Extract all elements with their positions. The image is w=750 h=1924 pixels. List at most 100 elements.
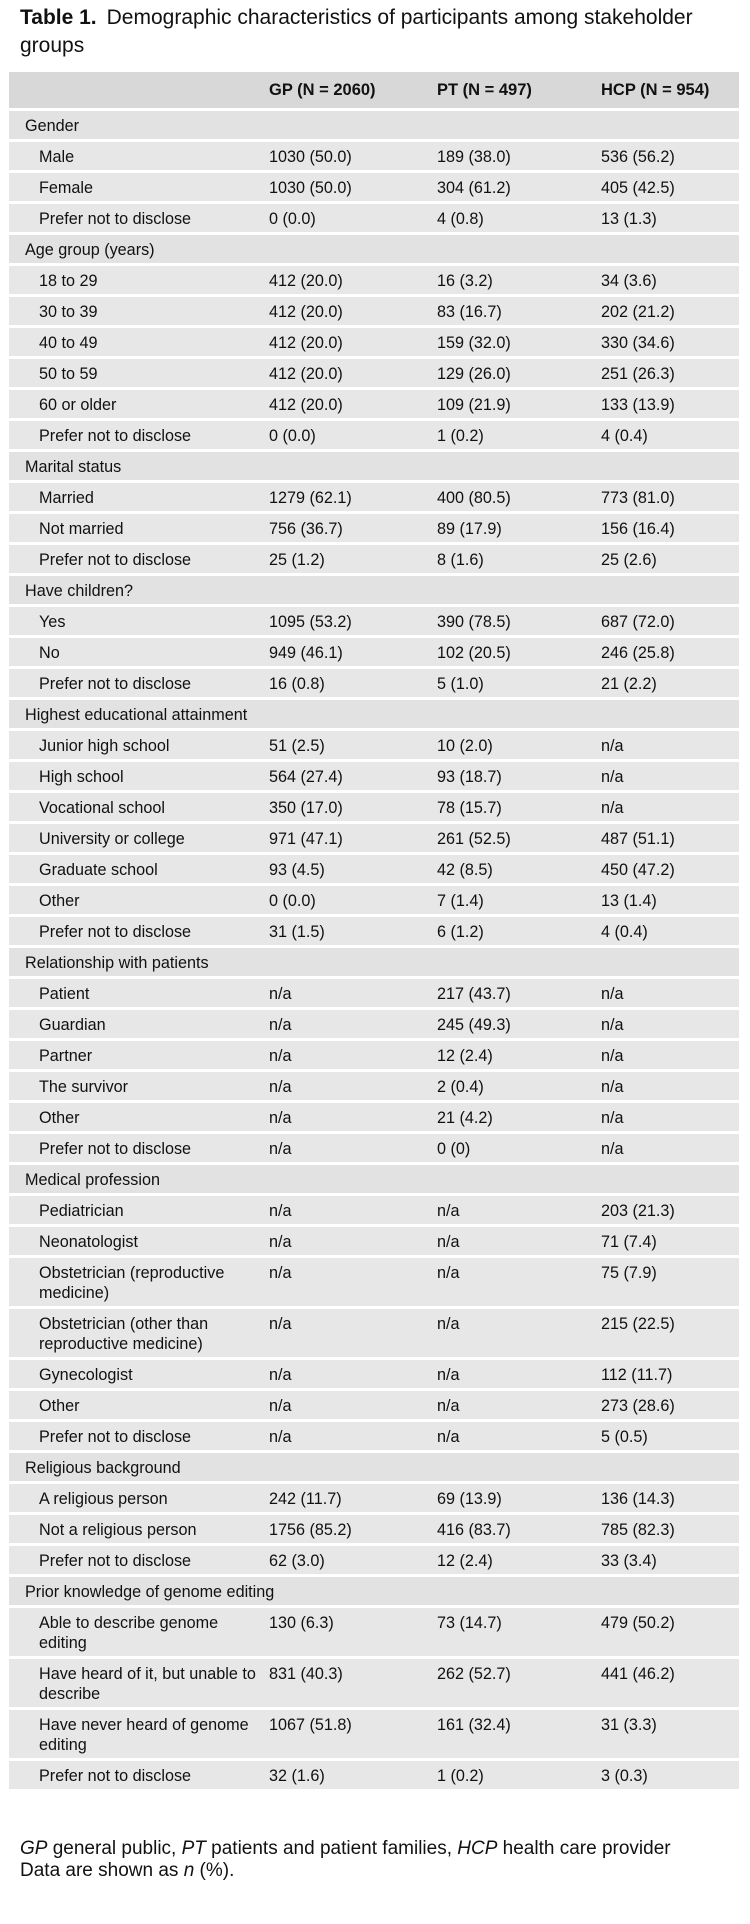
cell-hcp: 33 (3.4): [601, 1543, 739, 1576]
cell-gp: 62 (3.0): [261, 1543, 437, 1576]
cell-pt: 10 (2.0): [437, 728, 601, 761]
row-label: Other: [9, 1100, 261, 1133]
cell-hcp: n/a: [601, 790, 739, 823]
data-format-note: Data are shown as n (%).: [20, 1860, 736, 1882]
cell-pt: 2 (0.4): [437, 1069, 601, 1102]
row-label: Prefer not to disclose: [9, 1758, 261, 1789]
cell-pt: 7 (1.4): [437, 883, 601, 916]
row-label: High school: [9, 759, 261, 792]
cell-gp: 0 (0.0): [261, 418, 437, 451]
cell-pt: 102 (20.5): [437, 635, 601, 668]
row-label: 40 to 49: [9, 325, 261, 358]
cell-pt: 304 (61.2): [437, 170, 601, 203]
table-row: No 949 (46.1) 102 (20.5) 246 (25.8): [9, 635, 739, 668]
cell-gp: 412 (20.0): [261, 387, 437, 420]
cell-gp: 412 (20.0): [261, 263, 437, 296]
cell-pt: n/a: [437, 1419, 601, 1452]
row-label: Able to describe genome editing: [9, 1605, 261, 1658]
row-label: Partner: [9, 1038, 261, 1071]
cell-hcp: 13 (1.3): [601, 201, 739, 234]
table-row: Prefer not to disclose 62 (3.0) 12 (2.4) 33…: [9, 1543, 739, 1576]
section-title: Prior knowledge of genome editing: [9, 1574, 739, 1607]
table-row: Other n/a 21 (4.2) n/a: [9, 1100, 739, 1133]
header-hcp: HCP (N = 954): [601, 72, 739, 110]
row-label: Neonatologist: [9, 1224, 261, 1257]
cell-hcp: n/a: [601, 759, 739, 792]
cell-hcp: 773 (81.0): [601, 480, 739, 513]
table-row: Male 1030 (50.0) 189 (38.0) 536 (56.2): [9, 139, 739, 172]
cell-hcp: 34 (3.6): [601, 263, 739, 296]
abbrev-pt: PT: [181, 1838, 206, 1859]
cell-pt: 416 (83.7): [437, 1512, 601, 1545]
cell-pt: 261 (52.5): [437, 821, 601, 854]
cell-hcp: 246 (25.8): [601, 635, 739, 668]
cell-pt: 0 (0): [437, 1131, 601, 1164]
table-row: Vocational school 350 (17.0) 78 (15.7) n/a: [9, 790, 739, 823]
cell-gp: n/a: [261, 1255, 437, 1308]
cell-hcp: n/a: [601, 728, 739, 761]
row-label: Junior high school: [9, 728, 261, 761]
cell-gp: 412 (20.0): [261, 325, 437, 358]
cell-gp: n/a: [261, 1388, 437, 1421]
cell-gp: 0 (0.0): [261, 883, 437, 916]
table-row: Prefer not to disclose 16 (0.8) 5 (1.0) 21 …: [9, 666, 739, 699]
cell-pt: 262 (52.7): [437, 1656, 601, 1709]
cell-gp: n/a: [261, 976, 437, 1009]
row-label: 60 or older: [9, 387, 261, 420]
table-row: Prefer not to disclose n/a 0 (0) n/a: [9, 1131, 739, 1164]
table-title: Demographic characteristics of participa…: [20, 6, 693, 57]
cell-hcp: 405 (42.5): [601, 170, 739, 203]
cell-hcp: 13 (1.4): [601, 883, 739, 916]
cell-hcp: 156 (16.4): [601, 511, 739, 544]
cell-pt: 189 (38.0): [437, 139, 601, 172]
section-title: Relationship with patients: [9, 945, 739, 978]
table-row: Graduate school 93 (4.5) 42 (8.5) 450 (47.2…: [9, 852, 739, 885]
cell-pt: 217 (43.7): [437, 976, 601, 1009]
cell-pt: 245 (49.3): [437, 1007, 601, 1040]
row-label: Prefer not to disclose: [9, 1131, 261, 1164]
section-row: Medical profession: [9, 1162, 739, 1195]
cell-gp: 1279 (62.1): [261, 480, 437, 513]
cell-gp: 1030 (50.0): [261, 170, 437, 203]
table-row: Able to describe genome editing 130 (6.3)…: [9, 1605, 739, 1658]
cell-gp: n/a: [261, 1069, 437, 1102]
cell-hcp: 536 (56.2): [601, 139, 739, 172]
cell-pt: 4 (0.8): [437, 201, 601, 234]
row-label: Vocational school: [9, 790, 261, 823]
cell-pt: 73 (14.7): [437, 1605, 601, 1658]
cell-hcp: 479 (50.2): [601, 1605, 739, 1658]
cell-pt: 6 (1.2): [437, 914, 601, 947]
cell-gp: n/a: [261, 1100, 437, 1133]
row-label: 30 to 39: [9, 294, 261, 327]
row-label: Prefer not to disclose: [9, 914, 261, 947]
row-label: Pediatrician: [9, 1193, 261, 1226]
section-title: Religious background: [9, 1450, 739, 1483]
cell-pt: 93 (18.7): [437, 759, 601, 792]
row-label: Not a religious person: [9, 1512, 261, 1545]
cell-pt: 12 (2.4): [437, 1038, 601, 1071]
table-row: Other 0 (0.0) 7 (1.4) 13 (1.4): [9, 883, 739, 916]
cell-gp: n/a: [261, 1038, 437, 1071]
table-row: Prefer not to disclose n/a n/a 5 (0.5): [9, 1419, 739, 1452]
cell-pt: 21 (4.2): [437, 1100, 601, 1133]
table-row: 18 to 29 412 (20.0) 16 (3.2) 34 (3.6): [9, 263, 739, 296]
cell-pt: 129 (26.0): [437, 356, 601, 389]
cell-gp: 564 (27.4): [261, 759, 437, 792]
cell-hcp: 441 (46.2): [601, 1656, 739, 1709]
cell-hcp: 203 (21.3): [601, 1193, 739, 1226]
cell-gp: 25 (1.2): [261, 542, 437, 575]
cell-pt: 89 (17.9): [437, 511, 601, 544]
table-row: Partner n/a 12 (2.4) n/a: [9, 1038, 739, 1071]
cell-hcp: 251 (26.3): [601, 356, 739, 389]
section-title: Have children?: [9, 573, 739, 606]
section-row: Religious background: [9, 1450, 739, 1483]
cell-hcp: 112 (11.7): [601, 1357, 739, 1390]
cell-pt: n/a: [437, 1193, 601, 1226]
cell-hcp: 21 (2.2): [601, 666, 739, 699]
cell-gp: 51 (2.5): [261, 728, 437, 761]
table-caption: Table 1. Demographic characteristics of p…: [20, 4, 740, 60]
row-label: University or college: [9, 821, 261, 854]
cell-hcp: 71 (7.4): [601, 1224, 739, 1257]
cell-hcp: 75 (7.9): [601, 1255, 739, 1308]
